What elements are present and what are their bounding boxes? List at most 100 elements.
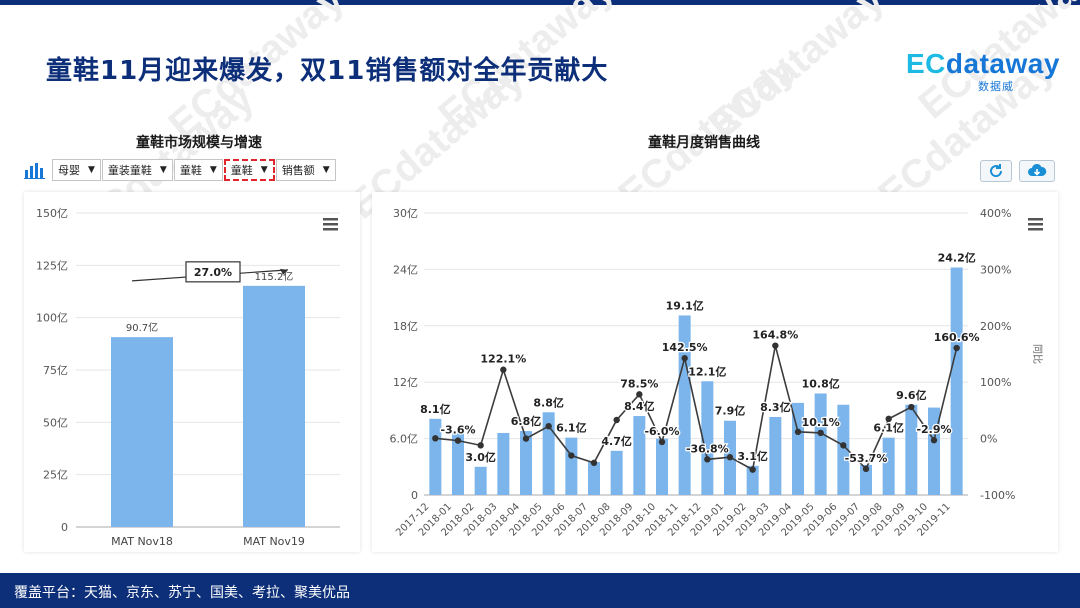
monthly-sales-bar[interactable] <box>588 462 600 495</box>
monthly-sales-bar[interactable] <box>792 402 804 495</box>
monthly-sales-bar[interactable] <box>837 404 850 495</box>
bar-data-label: 12.1亿 <box>688 364 726 378</box>
download-button[interactable] <box>1019 160 1055 182</box>
refresh-button[interactable] <box>980 160 1012 182</box>
caret-down-icon: ▼ <box>209 165 217 175</box>
yoy-growth-point[interactable] <box>568 452 575 459</box>
monthly-sales-bar[interactable] <box>769 416 782 495</box>
monthly-sales-bar[interactable] <box>814 393 827 495</box>
bar-data-label: 24.2亿 <box>938 251 976 265</box>
market-bar[interactable] <box>243 285 305 527</box>
monthly-sales-bar[interactable] <box>452 431 464 495</box>
monthly-sales-bar[interactable] <box>497 432 510 495</box>
y-left-tick-label: 18亿 <box>393 320 418 333</box>
x-tick-label: MAT Nov18 <box>111 535 173 548</box>
yoy-growth-point[interactable] <box>726 454 734 461</box>
bar-data-label: 19.1亿 <box>666 298 704 312</box>
chart-menu-icon[interactable] <box>323 218 338 231</box>
cloud-download-icon <box>1028 163 1047 176</box>
filter-label: 销售额 <box>281 164 315 177</box>
yoy-growth-point[interactable] <box>590 459 598 467</box>
right-chart-frame: 0 6.0亿 12亿 18亿 24亿 30亿 -100% 0% 100% 200% 300% 400%… <box>372 192 1058 552</box>
y-tick-label: 0 <box>61 521 68 534</box>
bar-data-label: 10.8亿 <box>802 376 840 390</box>
monthly-sales-bar[interactable] <box>860 464 872 495</box>
filter-dropdowns: 母婴 ▼ 童装童鞋 ▼ 童鞋 ▼ 童鞋 ▼ 销售额 ▼ <box>52 159 337 181</box>
bar-data-label: 8.3亿 <box>760 400 791 414</box>
yoy-growth-point[interactable] <box>885 415 892 423</box>
bar-data-label: 6.1亿 <box>556 421 587 435</box>
line-data-label: -6.0% <box>644 425 679 438</box>
filter-label: 童装童鞋 <box>107 164 152 177</box>
line-data-label: 160.6% <box>934 331 980 344</box>
bar-data-label: 6.1亿 <box>873 421 904 435</box>
filter-label: 母婴 <box>58 164 80 177</box>
page-title: 童鞋11月迎来爆发，双11销售额对全年贡献大 <box>46 56 609 86</box>
logo-ec-mark: EC <box>906 48 946 79</box>
yoy-growth-point[interactable] <box>794 428 802 436</box>
top-accent-bar <box>0 0 1080 5</box>
yoy-growth-point[interactable] <box>817 429 824 437</box>
monthly-sales-bar[interactable] <box>950 267 963 495</box>
y-right-tick-label: 200% <box>980 320 1011 333</box>
y-right-tick-label: 300% <box>980 263 1011 276</box>
yoy-growth-point[interactable] <box>432 435 439 442</box>
monthly-sales-bar[interactable] <box>905 404 918 495</box>
yoy-growth-point[interactable] <box>908 403 915 411</box>
bar-data-label: 6.8亿 <box>511 414 542 428</box>
monthly-sales-bar[interactable] <box>542 412 555 495</box>
monthly-sales-bar[interactable] <box>474 466 487 495</box>
chart-menu-icon[interactable] <box>1028 218 1043 231</box>
yoy-growth-point[interactable] <box>477 442 484 449</box>
yoy-growth-point[interactable] <box>613 416 620 424</box>
footer-platforms: 覆盖平台：天猫、京东、苏宁、国美、考拉、聚美优品 <box>14 585 350 601</box>
caret-down-icon: ▼ <box>88 165 95 175</box>
yoy-growth-point[interactable] <box>749 466 756 473</box>
monthly-sales-bar[interactable] <box>656 438 668 495</box>
monthly-sales-bar[interactable] <box>610 450 623 495</box>
y-right-axis-label: 同比 <box>1031 344 1043 364</box>
monthly-sales-bar[interactable] <box>701 381 714 495</box>
yoy-growth-point[interactable] <box>930 437 938 444</box>
y-left-tick-label: 6.0亿 <box>390 433 419 446</box>
filter-dropdown[interactable]: 童装童鞋 ▼ <box>101 159 173 181</box>
y-right-tick-label: 100% <box>980 376 1011 389</box>
yoy-growth-point[interactable] <box>658 438 666 446</box>
monthly-sales-bar[interactable] <box>633 416 646 495</box>
line-data-label: -3.6% <box>440 424 475 437</box>
bar-data-label: 90.7亿 <box>126 321 158 334</box>
growth-label: 27.0% <box>194 266 232 279</box>
growth-arrowhead <box>280 268 288 275</box>
yoy-growth-point[interactable] <box>681 355 688 362</box>
bar-data-label: 7.9亿 <box>715 404 746 418</box>
yoy-growth-point[interactable] <box>704 456 711 463</box>
yoy-growth-point[interactable] <box>522 435 530 442</box>
filter-dropdown[interactable]: 童鞋 ▼ <box>173 159 223 181</box>
monthly-sales-bar[interactable] <box>678 315 691 495</box>
filter-dropdown[interactable]: 销售额 ▼ <box>275 159 336 181</box>
right-chart-title: 童鞋月度销售曲线 <box>648 135 760 151</box>
yoy-growth-point[interactable] <box>636 391 643 398</box>
yoy-growth-point[interactable] <box>454 437 462 444</box>
yoy-growth-point[interactable] <box>772 342 779 349</box>
monthly-sales-bar[interactable] <box>429 418 442 495</box>
line-data-label: 142.5% <box>662 341 708 354</box>
line-data-label: -36.8% <box>686 442 729 455</box>
monthly-sales-bar[interactable] <box>746 465 759 495</box>
market-bar[interactable] <box>111 337 173 527</box>
bar-chart-icon[interactable] <box>24 161 46 179</box>
filter-dropdown[interactable]: 童鞋 ▼ <box>223 159 275 181</box>
yoy-growth-point[interactable] <box>500 366 507 373</box>
yoy-growth-point[interactable] <box>862 465 870 473</box>
left-chart-frame: 0 25亿 50亿 75亿 100亿 125亿 150亿 90.7亿 MAT Nov18 115.… <box>24 192 360 552</box>
y-right-tick-label: 0% <box>980 433 997 446</box>
yoy-growth-point[interactable] <box>953 344 960 352</box>
monthly-sales-bar[interactable] <box>882 437 895 495</box>
monthly-sales-bar[interactable] <box>565 437 578 495</box>
yoy-growth-point[interactable] <box>840 442 847 449</box>
yoy-growth-point[interactable] <box>545 422 552 430</box>
filter-bar: 母婴 ▼ 童装童鞋 ▼ 童鞋 ▼ 童鞋 ▼ 销售额 ▼ <box>24 159 337 181</box>
filter-dropdown[interactable]: 母婴 ▼ <box>52 159 101 181</box>
monthly-sales-bar[interactable] <box>520 431 532 495</box>
